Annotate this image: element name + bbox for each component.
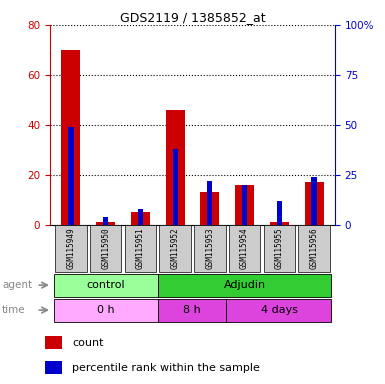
Bar: [166, 110, 185, 225]
Text: count: count: [72, 338, 104, 348]
FancyBboxPatch shape: [90, 225, 121, 272]
Text: GSM115954: GSM115954: [240, 228, 249, 270]
Text: time: time: [2, 305, 25, 315]
Text: GSM115953: GSM115953: [205, 228, 214, 270]
Bar: [270, 222, 289, 225]
FancyBboxPatch shape: [298, 225, 330, 272]
Bar: [45, 361, 62, 374]
Text: GSM115956: GSM115956: [310, 228, 319, 270]
FancyBboxPatch shape: [54, 274, 158, 296]
Text: GSM115951: GSM115951: [136, 228, 145, 270]
Text: GSM115949: GSM115949: [66, 228, 75, 270]
Text: 0 h: 0 h: [97, 305, 114, 315]
FancyBboxPatch shape: [226, 299, 331, 321]
Text: Adjudin: Adjudin: [224, 280, 266, 290]
FancyBboxPatch shape: [194, 225, 226, 272]
FancyBboxPatch shape: [158, 299, 226, 321]
Bar: [242, 185, 247, 225]
Text: GSM115952: GSM115952: [171, 228, 180, 270]
FancyBboxPatch shape: [159, 225, 191, 272]
FancyBboxPatch shape: [54, 299, 158, 321]
FancyBboxPatch shape: [158, 274, 331, 296]
Bar: [311, 177, 317, 225]
Title: GDS2119 / 1385852_at: GDS2119 / 1385852_at: [120, 11, 265, 24]
Text: 8 h: 8 h: [182, 305, 200, 315]
Bar: [277, 201, 282, 225]
Bar: [207, 181, 213, 225]
Bar: [45, 336, 62, 349]
Text: agent: agent: [2, 280, 32, 290]
FancyBboxPatch shape: [229, 225, 260, 272]
Bar: [131, 212, 150, 225]
Bar: [200, 192, 219, 225]
FancyBboxPatch shape: [264, 225, 295, 272]
Bar: [96, 222, 115, 225]
Text: GSM115955: GSM115955: [275, 228, 284, 270]
Bar: [68, 127, 74, 225]
Bar: [138, 209, 143, 225]
Bar: [235, 185, 254, 225]
Bar: [305, 182, 324, 225]
Bar: [61, 50, 80, 225]
FancyBboxPatch shape: [55, 225, 87, 272]
Text: control: control: [86, 280, 125, 290]
Text: GSM115950: GSM115950: [101, 228, 110, 270]
Text: 4 days: 4 days: [261, 305, 298, 315]
Text: percentile rank within the sample: percentile rank within the sample: [72, 362, 260, 373]
Bar: [103, 217, 108, 225]
Bar: [172, 149, 178, 225]
FancyBboxPatch shape: [125, 225, 156, 272]
